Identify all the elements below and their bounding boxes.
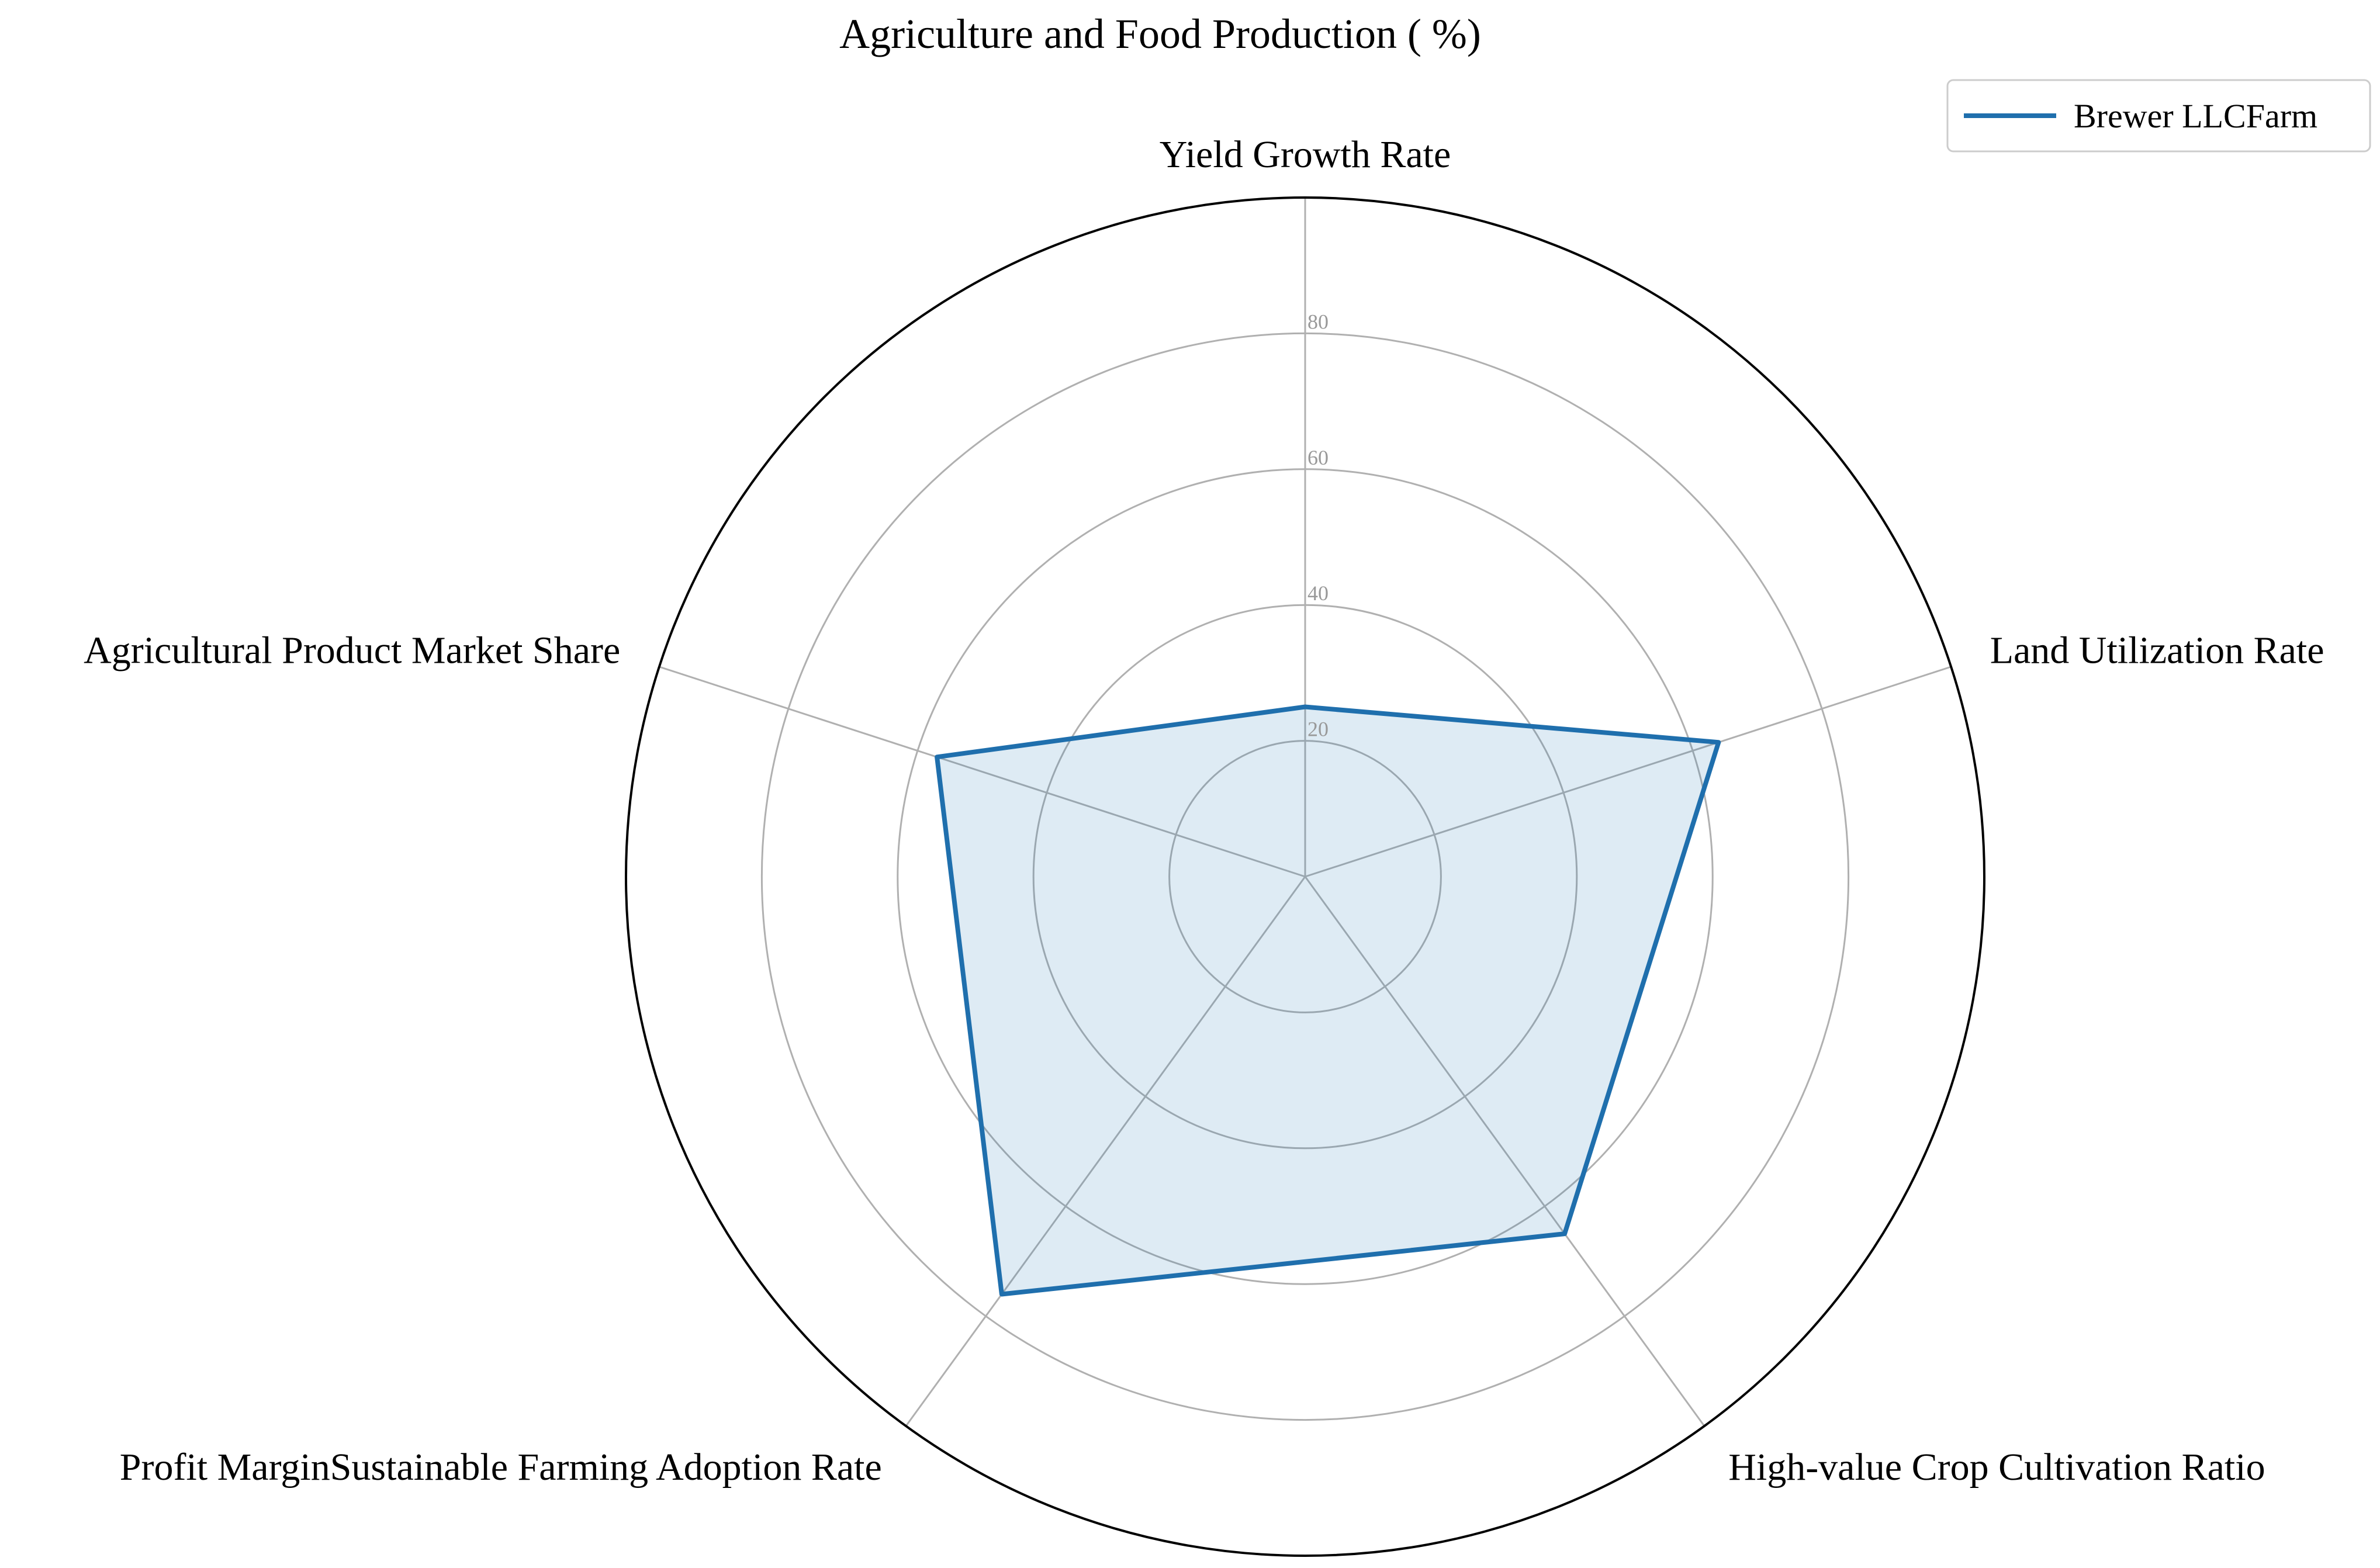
axis-label: Land Utilization Rate xyxy=(1990,629,2324,671)
axis-label: Yield Growth Rate xyxy=(1160,133,1451,176)
axis-spoke xyxy=(1305,666,1952,878)
axis-label: Profit MarginSustainable Farming Adoptio… xyxy=(120,1446,882,1489)
axis-label: Agricultural Product Market Share xyxy=(84,629,620,671)
axis-spoke xyxy=(1304,876,1706,1427)
axis-spoke xyxy=(905,876,1306,1427)
tick-label: 40 xyxy=(1307,581,1329,605)
axis-labels: Yield Growth Rate Land Utilization Rate Hi… xyxy=(84,133,2324,1489)
tick-label: 80 xyxy=(1307,310,1329,333)
tick-label: 60 xyxy=(1307,446,1329,469)
series-line xyxy=(935,704,1721,1297)
legend: Brewer LLCFarm xyxy=(1946,79,2371,153)
series-area xyxy=(937,707,1719,1294)
chart-title: Agriculture and Food Production ( %) xyxy=(839,11,1481,57)
legend-label: Brewer LLCFarm xyxy=(2074,97,2317,135)
axis-label: High-value Crop Cultivation Ratio xyxy=(1728,1446,2265,1489)
radar-series xyxy=(935,704,1721,1297)
radial-tick-labels: 20 40 60 80 xyxy=(1307,310,1329,740)
radar-grid xyxy=(625,196,1985,1557)
outer-frame xyxy=(625,196,1985,1557)
axis-spoke xyxy=(659,666,1306,878)
legend-frame xyxy=(1946,79,2371,153)
tick-label: 20 xyxy=(1307,718,1329,741)
